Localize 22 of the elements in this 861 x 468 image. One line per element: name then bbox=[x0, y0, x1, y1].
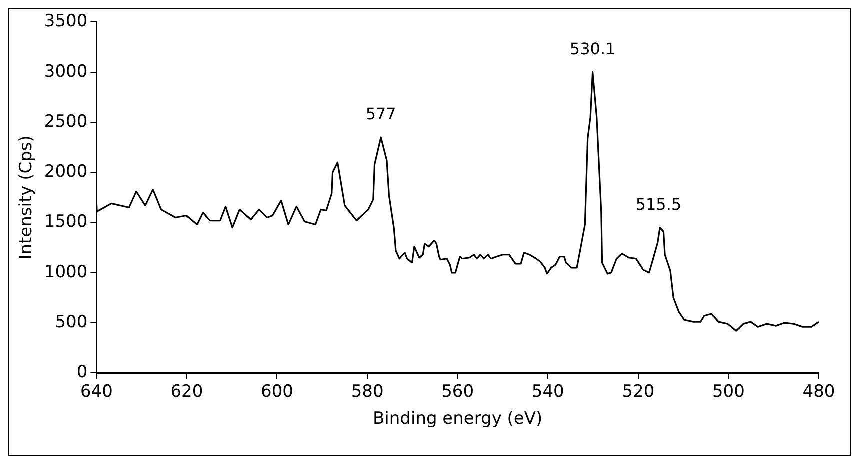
y-tick-label: 3500 bbox=[44, 12, 88, 32]
y-tick-label: 1000 bbox=[44, 262, 88, 282]
x-tick-label: 580 bbox=[351, 382, 384, 402]
x-tick-label: 640 bbox=[80, 382, 113, 402]
x-tick-label: 600 bbox=[261, 382, 294, 402]
annotation: 515.5 bbox=[636, 194, 682, 214]
x-tick-label: 560 bbox=[442, 382, 474, 402]
y-tick-label: 2500 bbox=[44, 112, 88, 132]
x-axis-title: Binding energy (eV) bbox=[373, 409, 543, 430]
y-tick-label: 1500 bbox=[44, 212, 88, 232]
y-tick-label: 3000 bbox=[44, 62, 88, 82]
y-tick-label: 0 bbox=[76, 362, 88, 383]
x-tick-label: 520 bbox=[622, 382, 655, 402]
y-tick-label: 500 bbox=[55, 312, 88, 332]
annotation: 577 bbox=[366, 104, 396, 124]
annotation: 530.1 bbox=[570, 40, 616, 58]
x-tick-label: 620 bbox=[170, 382, 204, 402]
x-tick-label: 480 bbox=[802, 382, 836, 402]
x-tick-label: 540 bbox=[532, 382, 564, 402]
y-axis-title: Intensity (Cps) bbox=[16, 136, 37, 260]
y-tick-label: 2000 bbox=[44, 162, 88, 182]
x-tick-label: 500 bbox=[712, 382, 745, 402]
